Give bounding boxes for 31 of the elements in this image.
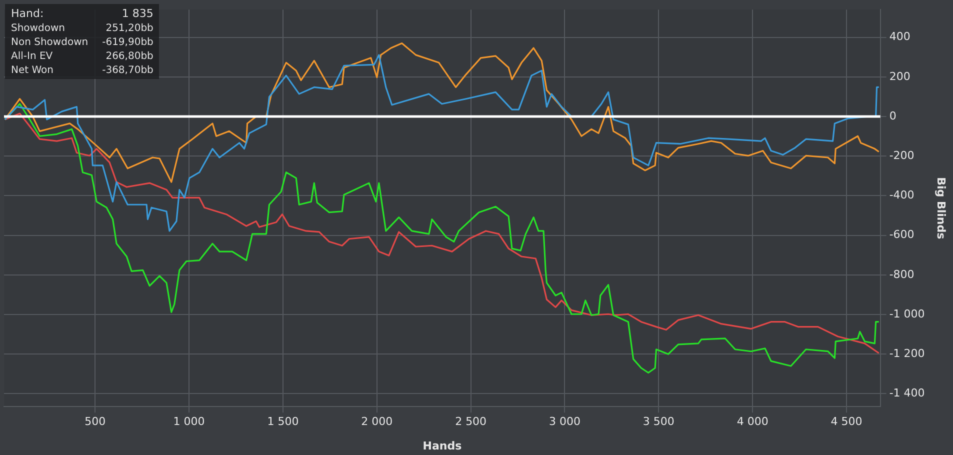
annotation: Non Showdown — [11, 37, 88, 48]
annotation: Hand: — [11, 7, 45, 20]
annotation: All-In EV — [11, 51, 54, 62]
y-tick-label: -1 200 — [889, 346, 925, 360]
x-axis-title: Hands — [422, 439, 462, 452]
x-tick-label: 4 000 — [736, 415, 768, 428]
x-tick-label: 500 — [84, 415, 106, 428]
y-tick-label: -1 400 — [889, 386, 925, 400]
x-tick-label: 3 500 — [642, 415, 674, 428]
annotation: Net Won — [11, 65, 54, 76]
y-tick-label: -400 — [889, 188, 914, 202]
annotation: -619,90bb — [102, 37, 154, 48]
annotation: 1 835 — [120, 7, 154, 20]
y-axis-title: Big Blinds — [934, 177, 948, 240]
x-tick-label: 2 000 — [361, 415, 393, 428]
x-tick-label: 1 500 — [267, 415, 299, 428]
y-tick-label: -600 — [889, 228, 914, 242]
x-tick-label: 1 000 — [173, 415, 205, 428]
y-tick-label: -1 000 — [889, 307, 925, 320]
annotation: -368,70bb — [102, 65, 154, 76]
y-tick-label: 400 — [889, 30, 910, 44]
y-tick-label: 0 — [889, 109, 896, 122]
y-tick-label: 200 — [889, 70, 910, 83]
y-tick-label: -200 — [889, 148, 914, 162]
annotation: 251,20bb — [104, 23, 154, 34]
annotation: Showdown — [11, 23, 66, 34]
annotation: 266,80bb — [104, 51, 154, 62]
x-tick-label: 3 000 — [548, 415, 580, 428]
x-tick-label: 4 500 — [830, 415, 862, 428]
x-tick-label: 2 500 — [455, 415, 487, 428]
y-tick-label: -800 — [889, 268, 914, 281]
